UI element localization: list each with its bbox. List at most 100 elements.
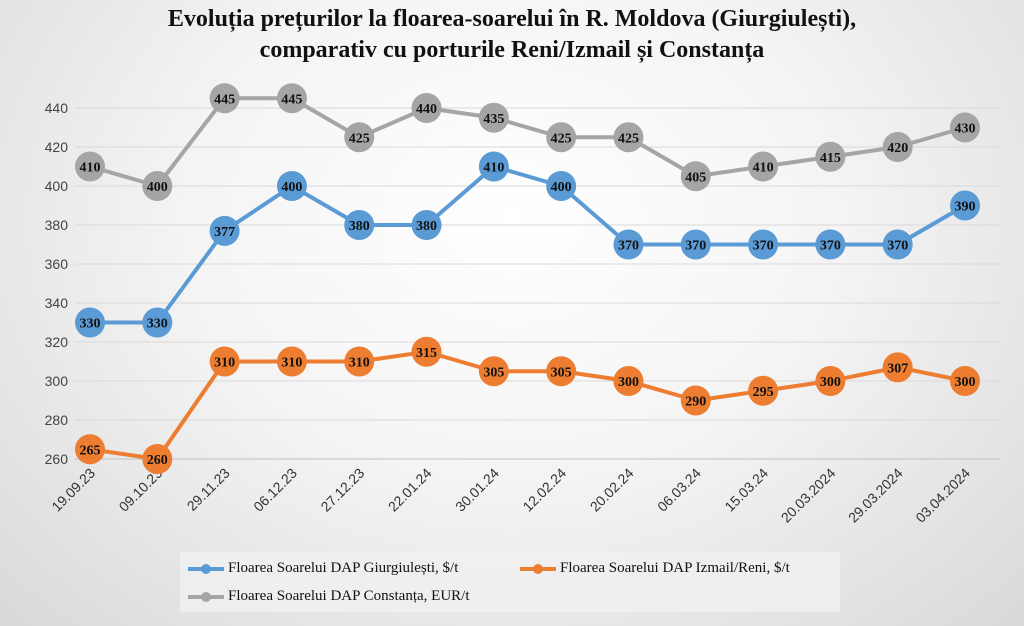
data-label: 380	[416, 219, 437, 234]
data-point	[411, 93, 442, 123]
data-point	[478, 102, 509, 133]
data-point	[680, 161, 711, 192]
data-point	[75, 151, 105, 182]
data-label: 310	[281, 356, 302, 371]
legend-item-reni: Floarea Soarelui DAP Izmail/Reni, $/t	[520, 560, 790, 577]
chart-title-line-1: Evoluția prețurilor la floarea-soarelui …	[167, 6, 857, 32]
x-tick-label: 20.02.24	[587, 465, 637, 515]
data-label: 377	[214, 225, 235, 240]
legend: Floarea Soarelui DAP Giurgiulești, $/t F…	[180, 552, 840, 612]
x-tick-label: 12.02.24	[519, 465, 569, 515]
y-tick-label: 340	[45, 295, 69, 311]
legend-item-constanta: Floarea Soarelui DAP Constanța, EUR/t	[188, 588, 470, 605]
data-label: 435	[483, 112, 504, 127]
y-tick-label: 300	[45, 373, 69, 389]
legend-item-giurgiulesti: Floarea Soarelui DAP Giurgiulești, $/t	[188, 560, 458, 577]
x-tick-label: 30.01.24	[452, 465, 502, 515]
data-label: 305	[551, 365, 572, 380]
data-label: 445	[214, 92, 235, 107]
data-label: 265	[80, 443, 101, 458]
data-point	[478, 151, 509, 182]
data-point	[815, 229, 846, 260]
y-tick-label: 420	[45, 139, 69, 155]
data-label: 330	[147, 317, 168, 332]
legend-label: Floarea Soarelui DAP Constanța, EUR/t	[228, 588, 470, 604]
x-tick-label: 15.03.24	[721, 465, 771, 515]
data-point	[680, 385, 711, 416]
data-point	[748, 151, 779, 182]
legend-swatch	[188, 591, 224, 602]
x-tick-label: 29.11.23	[184, 465, 233, 514]
data-point	[882, 352, 913, 383]
data-point	[748, 375, 779, 406]
data-point	[815, 366, 846, 396]
data-point	[478, 356, 509, 387]
data-label: 307	[887, 361, 908, 376]
x-tick-label: 19.09.23	[48, 465, 98, 515]
data-point	[411, 210, 442, 240]
data-label: 410	[80, 161, 101, 176]
data-point	[546, 122, 577, 153]
data-label: 410	[753, 161, 774, 176]
data-point	[276, 346, 307, 377]
data-point	[344, 210, 375, 240]
data-label: 405	[685, 170, 706, 185]
y-tick-label: 360	[45, 256, 69, 272]
data-point	[748, 229, 779, 260]
data-label: 370	[820, 239, 841, 254]
data-point	[209, 215, 240, 246]
data-point	[882, 229, 913, 260]
data-label: 370	[618, 239, 639, 254]
data-point	[815, 141, 846, 172]
data-label: 400	[551, 180, 572, 195]
data-label: 295	[753, 385, 774, 400]
data-point	[950, 112, 980, 143]
data-label: 425	[551, 131, 572, 146]
legend-label: Floarea Soarelui DAP Izmail/Reni, $/t	[560, 560, 790, 576]
x-tick-label: 20.03.2024	[778, 465, 839, 526]
data-point	[680, 229, 711, 260]
data-point	[882, 132, 913, 162]
data-label: 380	[349, 219, 370, 234]
data-point	[276, 83, 307, 114]
data-point	[142, 307, 173, 338]
data-point	[546, 171, 577, 201]
chart-title: Evoluția prețurilor la floarea-soarelui …	[0, 4, 1024, 66]
data-point	[209, 83, 240, 114]
x-tick-label: 06.03.24	[654, 465, 704, 515]
x-tick-label: 22.01.24	[385, 465, 435, 515]
data-label: 260	[147, 453, 168, 468]
data-label: 330	[80, 317, 101, 332]
legend-swatch	[188, 563, 224, 574]
y-tick-label: 380	[45, 217, 69, 233]
data-label: 310	[349, 356, 370, 371]
data-label: 425	[349, 131, 370, 146]
y-tick-label: 280	[45, 412, 69, 428]
data-point	[950, 190, 980, 221]
data-label: 440	[416, 102, 437, 117]
data-point	[75, 434, 105, 465]
data-label: 315	[416, 346, 437, 361]
data-label: 300	[955, 375, 976, 390]
data-point	[613, 122, 644, 153]
data-label: 300	[618, 375, 639, 390]
x-tick-label: 29.03.2024	[845, 465, 906, 526]
legend-label: Floarea Soarelui DAP Giurgiulești, $/t	[228, 560, 459, 576]
chart-title-line-2: comparativ cu porturile Reni/Izmail și C…	[259, 37, 765, 63]
data-label: 430	[955, 122, 976, 137]
y-tick-label: 320	[45, 334, 69, 350]
data-point	[344, 346, 375, 377]
data-point	[613, 366, 644, 396]
data-label: 305	[483, 365, 504, 380]
data-point	[546, 356, 577, 387]
data-label: 400	[281, 180, 302, 195]
y-tick-label: 260	[45, 451, 69, 467]
x-tick-label: 03.04.2024	[912, 465, 973, 526]
data-point	[276, 171, 307, 201]
data-point	[950, 366, 980, 396]
data-point	[209, 346, 240, 377]
data-point	[411, 336, 442, 367]
data-label: 300	[820, 375, 841, 390]
